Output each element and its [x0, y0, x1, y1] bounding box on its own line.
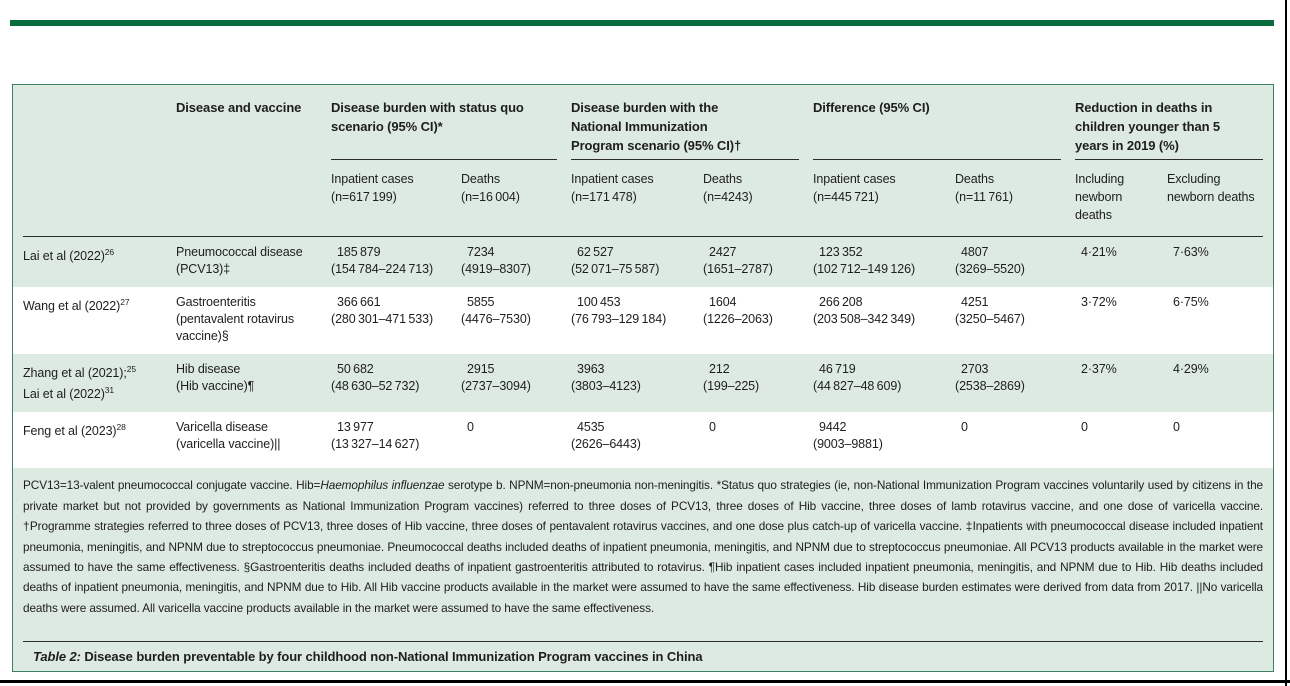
value-cell: 185 879 (154 784–224 713): [331, 245, 434, 276]
value-cell: 7234 (4919–8307): [461, 245, 531, 276]
value-cell: 3·72%: [1081, 295, 1117, 309]
value-cell: 0: [1173, 420, 1180, 435]
subheader-deaths-sq: Deaths (n=16 004): [461, 172, 520, 204]
subheader-excluding-newborn: Excluding newborn deaths: [1167, 172, 1255, 204]
subheader-inpatient-cases-sq: Inpatient cases (n=617 199): [331, 172, 414, 204]
value-cell: 3963 (3803–4123): [571, 362, 641, 393]
table-header: Disease and vaccine Disease burden with …: [23, 85, 1263, 237]
table-row: Zhang et al (2021);25 Lai et al (2022)31 H…: [13, 354, 1273, 412]
value-cell: 46 719 (44 827–48 609): [813, 362, 902, 393]
column-subheader-row: Inpatient cases (n=617 199) Deaths (n=16 0…: [23, 160, 1263, 236]
disease-cell: Hib disease (Hib vaccine)¶: [176, 362, 255, 393]
study-cell: Feng et al (2023)28: [23, 422, 126, 439]
value-cell: 4·21%: [1081, 245, 1117, 259]
value-cell: 0: [467, 420, 474, 435]
value-cell: 4·29%: [1173, 362, 1209, 376]
value-cell: 266 208 (203 508–342 349): [813, 295, 916, 326]
value-cell: 2427 (1651–2787): [703, 245, 773, 276]
page-border-right: [1285, 0, 1287, 686]
column-group-row: Disease and vaccine Disease burden with …: [23, 85, 1263, 160]
disease-column-header: Disease and vaccine: [176, 100, 302, 115]
subheader-deaths-diff: Deaths (n=11 761): [955, 172, 1013, 204]
value-cell: 0: [961, 420, 968, 435]
value-cell: 50 682 (48 630–52 732): [331, 362, 420, 393]
table-row: Feng et al (2023)28 Varicella disease (var…: [13, 412, 1273, 469]
table-card: Disease and vaccine Disease burden with …: [12, 84, 1274, 672]
study-cell: Lai et al (2022)26: [23, 247, 115, 264]
value-cell: 212 (199–225): [703, 362, 760, 393]
value-cell: 4807 (3269–5520): [955, 245, 1025, 276]
footnotes: PCV13=13-valent pneumococcal conjugate v…: [23, 478, 1263, 615]
caption-label: Table 2:: [33, 649, 81, 664]
value-cell: 2703 (2538–2869): [955, 362, 1025, 393]
subheader-inpatient-cases-diff: Inpatient cases (n=445 721): [813, 172, 896, 204]
value-cell: 123 352 (102 712–149 126): [813, 245, 916, 276]
subheader-deaths-nip: Deaths (n=4243): [703, 172, 753, 204]
page-border-bottom: [0, 680, 1290, 683]
study-cell: Zhang et al (2021);25 Lai et al (2022)31: [23, 364, 136, 402]
table-body: Lai et al (2022)26 Pneumococcal disease (P…: [13, 237, 1273, 469]
value-cell: 13 977 (13 327–14 627): [331, 420, 420, 452]
value-cell: 2·37%: [1081, 362, 1117, 376]
study-column-header: [23, 85, 176, 160]
value-cell: 7·63%: [1173, 245, 1209, 259]
value-cell: 100 453 (76 793–129 184): [571, 295, 667, 326]
value-cell: 62 527 (52 071–75 587): [571, 245, 660, 276]
study-cell: Wang et al (2022)27: [23, 297, 130, 314]
value-cell: 1604 (1226–2063): [703, 295, 773, 326]
table-caption: Table 2: Disease burden preventable by f…: [23, 641, 1263, 664]
value-cell: 0: [709, 420, 716, 435]
table-row: Wang et al (2022)27 Gastroenteritis (penta…: [13, 287, 1273, 354]
value-cell: 5855 (4476–7530): [461, 295, 531, 326]
value-cell: 4535 (2626–6443): [571, 420, 641, 452]
disease-cell: Varicella disease (varicella vaccine)||: [176, 420, 281, 452]
disease-cell: Pneumococcal disease (PCV13)‡: [176, 245, 303, 276]
table-row: Lai et al (2022)26 Pneumococcal disease (P…: [13, 237, 1273, 287]
caption-text: Disease burden preventable by four child…: [80, 649, 703, 664]
subheader-inpatient-cases-nip: Inpatient cases (n=171 478): [571, 172, 654, 204]
value-cell: 4251 (3250–5467): [955, 295, 1025, 326]
value-cell: 2915 (2737–3094): [461, 362, 531, 393]
subheader-spacer: [23, 160, 176, 236]
section-divider-rule: [10, 20, 1274, 26]
value-cell: 366 661 (280 301–471 533): [331, 295, 434, 326]
disease-cell: Gastroenteritis (pentavalent rotavirus vac…: [176, 295, 295, 343]
subheader-including-newborn: Including newborn deaths: [1075, 172, 1125, 222]
value-cell: 0: [1081, 420, 1088, 435]
value-cell: 9442 (9003–9881): [813, 420, 883, 452]
value-cell: 6·75%: [1173, 295, 1209, 309]
group-header-status-quo: Disease burden with status quo scenario …: [331, 85, 557, 160]
group-header-nip-scenario: Disease burden with the National Immuniz…: [571, 85, 799, 160]
group-header-difference: Difference (95% CI): [813, 85, 1061, 160]
group-header-reduction: Reduction in deaths in children younger …: [1075, 85, 1263, 160]
subheader-spacer: [176, 160, 331, 236]
